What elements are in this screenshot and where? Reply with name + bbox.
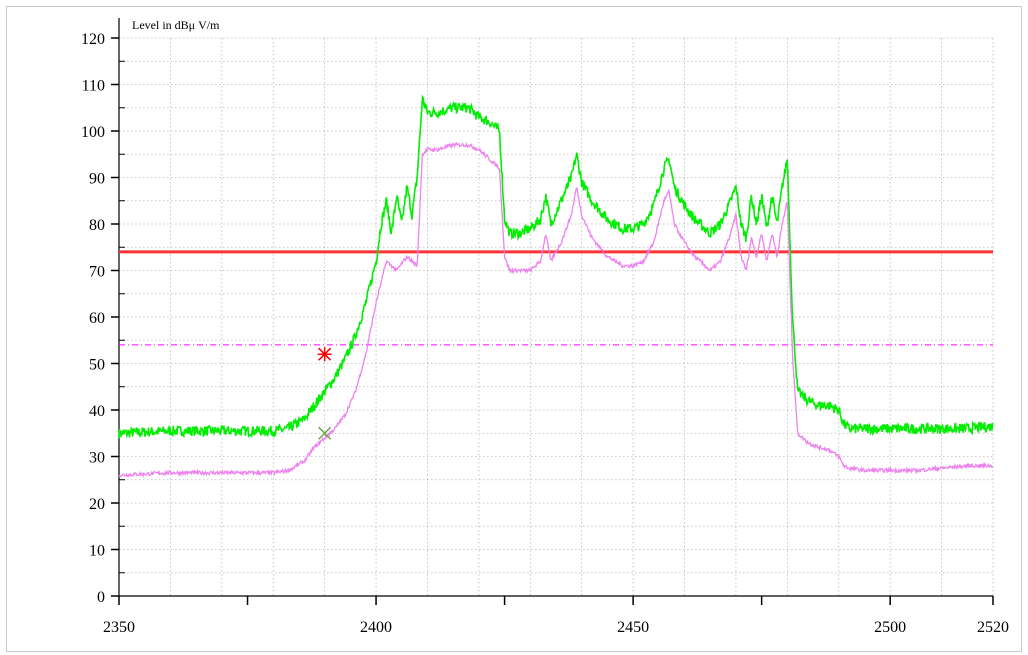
y-tick-label: 120 xyxy=(81,31,105,48)
y-tick-label: 30 xyxy=(89,450,105,467)
marker-cross xyxy=(318,426,332,440)
x-tick-label: 2520 xyxy=(977,619,1009,636)
series xyxy=(118,94,994,478)
y-tick-label: 80 xyxy=(89,217,105,234)
y-tick-label: 70 xyxy=(89,264,105,281)
marker-stroke xyxy=(318,426,332,440)
series-average-trace xyxy=(118,141,994,478)
y-tick-label: 110 xyxy=(82,78,105,95)
y-tick-label: 90 xyxy=(89,171,105,188)
chart-frame xyxy=(6,6,1022,652)
x-tick-label: 2500 xyxy=(874,619,906,636)
y-tick-label: 0 xyxy=(97,589,105,606)
y-axis-label: Level in dBμ V/m xyxy=(132,18,220,32)
grid xyxy=(119,37,994,596)
x-tick-label: 2400 xyxy=(360,619,392,636)
y-tick-label: 20 xyxy=(89,496,105,513)
x-tick-label: 2350 xyxy=(103,619,135,636)
y-tick-label: 10 xyxy=(89,543,105,560)
marker-asterisk xyxy=(317,347,332,362)
y-tick-label: 100 xyxy=(81,124,105,141)
y-tick-label: 50 xyxy=(89,357,105,374)
x-tick-label: 2450 xyxy=(617,619,649,636)
limit-lines xyxy=(119,250,993,346)
y-tick-label: 60 xyxy=(89,310,105,327)
markers xyxy=(317,347,332,440)
series-peak-trace xyxy=(118,94,994,439)
y-tick-label: 40 xyxy=(89,403,105,420)
axes: Level in dBμ V/m 0 10 20 30 40 50 60 70 80 90 100 1… xyxy=(81,18,1009,636)
